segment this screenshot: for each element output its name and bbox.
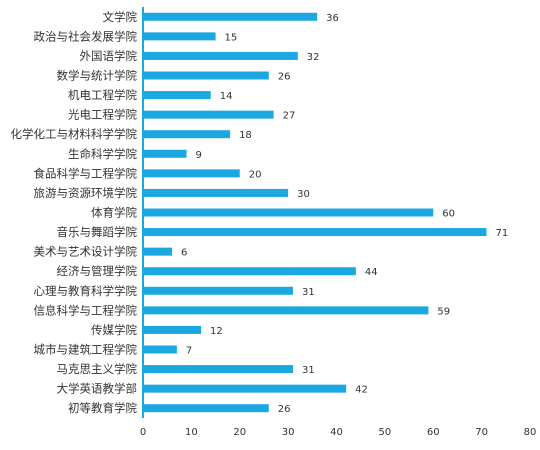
bar xyxy=(143,169,240,178)
category-label: 化学化工与材料科学学院 xyxy=(11,127,138,141)
value-label: 9 xyxy=(196,150,202,161)
bar xyxy=(143,306,429,315)
bar xyxy=(143,404,269,413)
value-label: 71 xyxy=(495,228,508,239)
category-label: 光电工程学院 xyxy=(68,108,137,122)
x-tick-label: 60 xyxy=(427,427,440,438)
bar xyxy=(143,267,356,276)
value-label: 26 xyxy=(278,404,291,415)
value-label: 32 xyxy=(307,52,320,63)
bar xyxy=(143,208,434,217)
category-label: 体育学院 xyxy=(91,206,137,220)
x-tick-label: 10 xyxy=(185,427,198,438)
bar xyxy=(143,32,216,41)
bar xyxy=(143,384,347,393)
bar xyxy=(143,286,293,295)
value-label: 31 xyxy=(302,365,315,376)
category-label: 机电工程学院 xyxy=(68,88,137,102)
category-label: 数学与统计学院 xyxy=(57,69,138,83)
category-label: 生命科学学院 xyxy=(68,147,137,161)
value-label: 26 xyxy=(278,72,291,83)
value-label: 18 xyxy=(239,130,252,141)
x-tick-label: 50 xyxy=(379,427,392,438)
category-label: 信息科学与工程学院 xyxy=(34,303,138,317)
category-label: 美术与艺术设计学院 xyxy=(34,245,138,259)
category-label: 传媒学院 xyxy=(91,323,137,337)
bar xyxy=(143,325,202,334)
bar xyxy=(143,365,293,374)
value-label: 31 xyxy=(302,287,315,298)
bar xyxy=(143,110,274,119)
x-tick-label: 80 xyxy=(524,427,537,438)
bar xyxy=(143,91,211,100)
category-label: 城市与建筑工程学院 xyxy=(34,343,138,357)
x-tick-label: 40 xyxy=(330,427,343,438)
category-label: 食品科学与工程学院 xyxy=(34,166,138,180)
x-axis-ticks-layer: 0 10 20 30 40 50 60 70 80 xyxy=(140,427,537,438)
x-tick-label: 70 xyxy=(475,427,488,438)
value-label: 42 xyxy=(355,385,368,396)
bars-layer xyxy=(143,12,487,413)
category-label: 政治与社会发展学院 xyxy=(34,29,138,43)
value-label: 6 xyxy=(181,248,187,259)
bar xyxy=(143,228,487,237)
value-label: 44 xyxy=(365,267,378,278)
value-label: 59 xyxy=(437,306,450,317)
bar xyxy=(143,149,187,158)
category-label: 大学英语教学部 xyxy=(57,382,138,396)
value-label: 36 xyxy=(326,13,339,24)
category-label: 初等教育学院 xyxy=(68,401,137,415)
bar xyxy=(143,345,177,354)
bar xyxy=(143,71,269,80)
bar xyxy=(143,247,173,256)
category-label: 外国语学院 xyxy=(80,49,138,63)
category-labels-layer: 文学院政治与社会发展学院外国语学院数学与统计学院机电工程学院光电工程学院化学化工… xyxy=(11,10,138,415)
value-label: 7 xyxy=(186,346,192,357)
category-label: 心理与教育科学学院 xyxy=(34,284,138,298)
value-label: 27 xyxy=(283,111,296,122)
bar xyxy=(143,51,298,60)
x-tick-label: 30 xyxy=(282,427,295,438)
value-label: 12 xyxy=(210,326,223,337)
value-label: 60 xyxy=(442,209,455,220)
category-label: 旅游与资源环境学院 xyxy=(34,186,138,200)
value-label: 30 xyxy=(297,189,310,200)
value-labels-layer: 36 15 32 26 14 27 18 9 20 30 60 71 6 44 31 59 12 7 31 42 26 xyxy=(181,13,508,415)
bar xyxy=(143,188,289,197)
bar xyxy=(143,130,231,139)
value-label: 20 xyxy=(249,169,262,180)
category-label: 文学院 xyxy=(103,10,138,24)
category-label: 音乐与舞蹈学院 xyxy=(57,225,138,239)
x-tick-label: 20 xyxy=(233,427,246,438)
category-label: 经济与管理学院 xyxy=(57,264,138,278)
value-label: 14 xyxy=(220,91,233,102)
category-label: 马克思主义学院 xyxy=(57,362,138,376)
value-label: 15 xyxy=(225,32,238,43)
x-tick-label: 0 xyxy=(140,427,146,438)
bar xyxy=(143,12,318,21)
